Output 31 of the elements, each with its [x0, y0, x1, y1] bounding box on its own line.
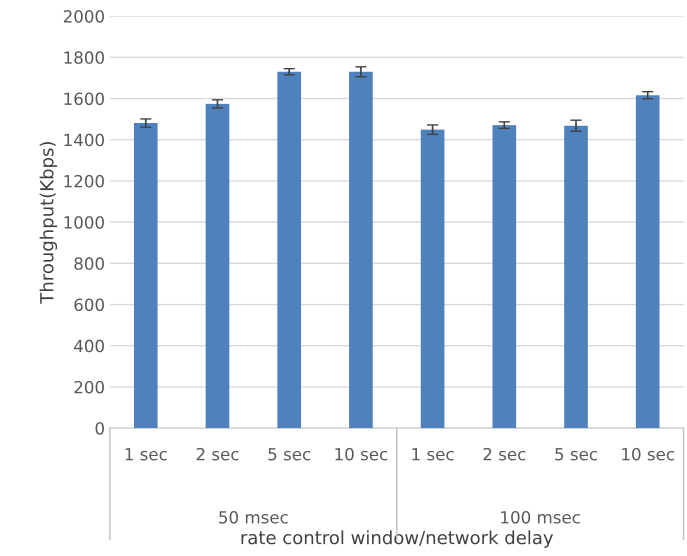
- y-axis-title: Throughput(Kbps): [40, 142, 58, 304]
- x-tick-label: 5 sec: [555, 448, 597, 460]
- y-tick-label: 1200: [64, 174, 104, 188]
- x-tick-label: 2 sec: [196, 448, 238, 460]
- x-axis-title: rate control window/network delay: [242, 530, 554, 548]
- text: 50 msec: [219, 510, 288, 524]
- text: 100 msec: [501, 510, 580, 524]
- bar: [277, 72, 302, 428]
- x-tick-label: 1 sec: [126, 448, 167, 460]
- bar: [636, 95, 660, 428]
- bar: [492, 125, 516, 428]
- bar: [134, 123, 158, 428]
- x-tick-label: 2 sec: [484, 448, 526, 460]
- x-tick-label: 1 sec: [412, 448, 454, 460]
- y-tick-label: 200: [74, 380, 104, 394]
- y-tick-label: 600: [74, 298, 104, 312]
- y-tick-label: 400: [74, 340, 104, 352]
- x-tick-label: 5 sec: [268, 448, 310, 460]
- bar: [349, 72, 373, 428]
- y-tick-label: 1800: [64, 51, 104, 64]
- x-tick-label: 10 sec: [622, 448, 674, 460]
- y-tick-label: 1400: [64, 134, 104, 146]
- bar: [564, 126, 588, 428]
- y-tick-label: 1000: [64, 216, 104, 229]
- y-tick-label: 800: [74, 257, 104, 270]
- y-tick-label: 1600: [64, 92, 104, 106]
- y-tick-label: 2000: [64, 10, 104, 23]
- bar: [206, 104, 230, 428]
- bar: [420, 130, 444, 428]
- x-tick-label: 10 sec: [335, 448, 388, 460]
- y-tick-label: 0: [96, 422, 104, 435]
